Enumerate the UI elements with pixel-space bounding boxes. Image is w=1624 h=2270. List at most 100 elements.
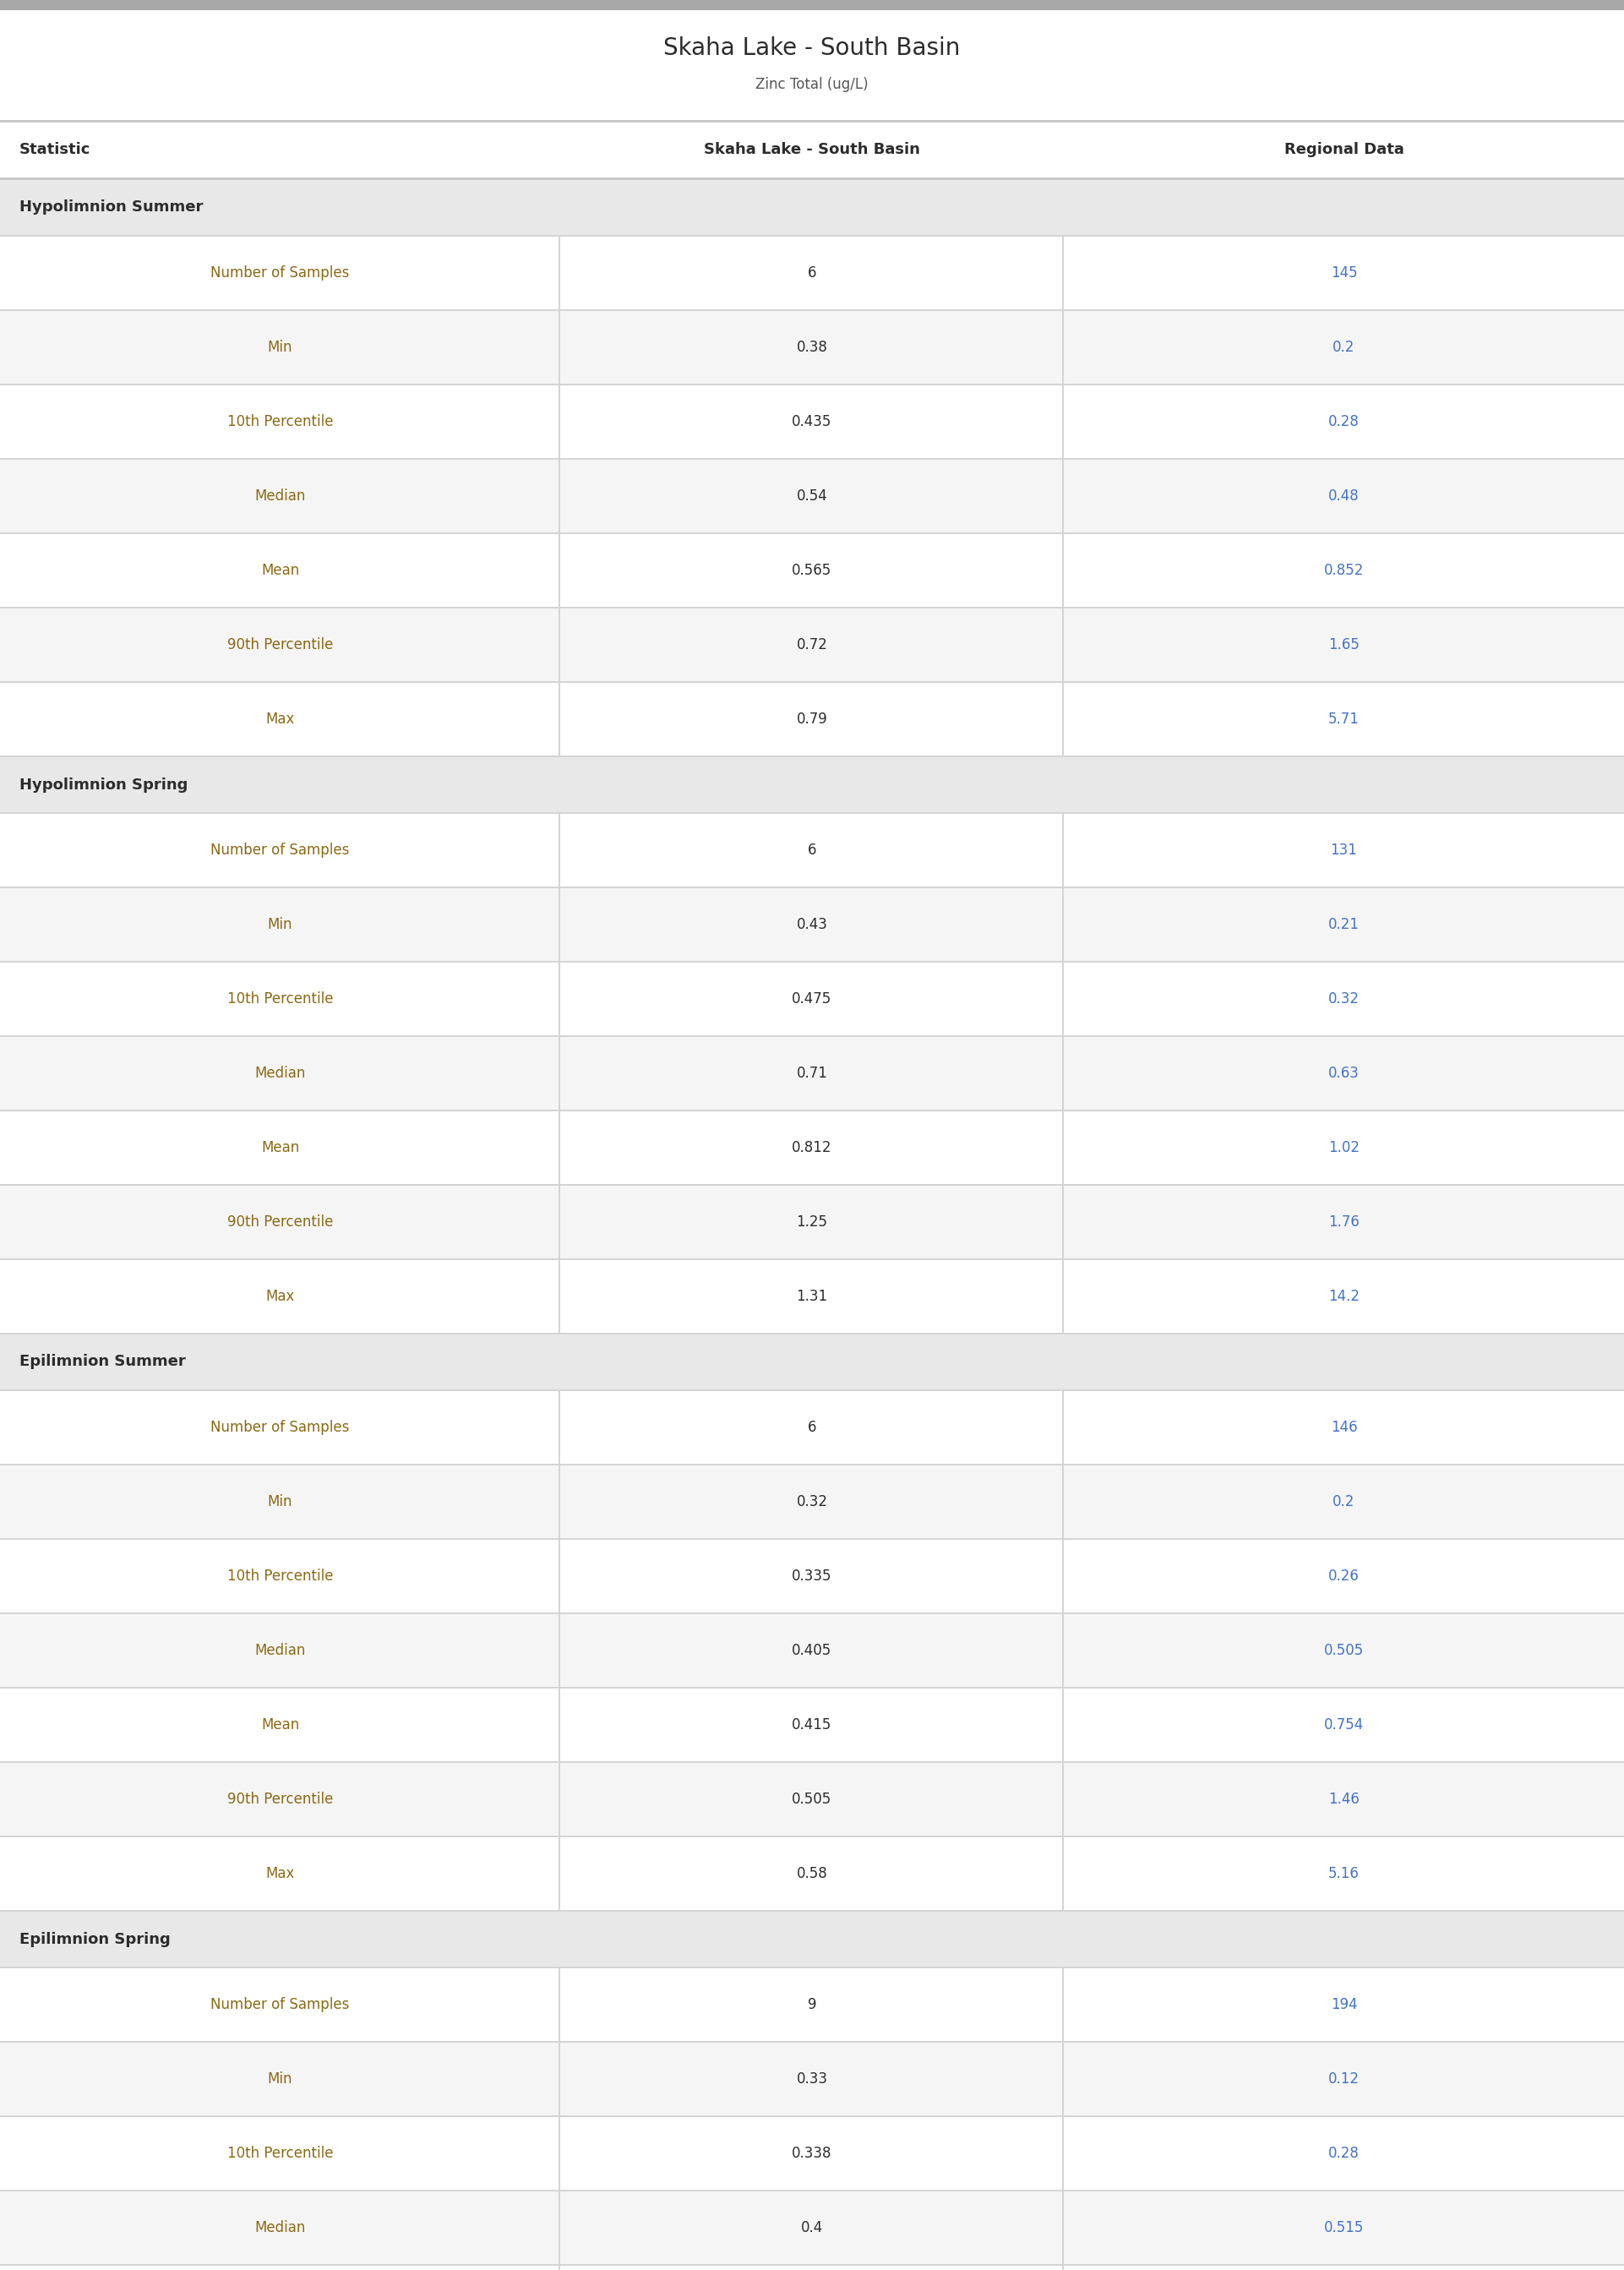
Text: 9: 9 xyxy=(807,1998,817,2011)
Bar xyxy=(559,888,560,960)
Bar xyxy=(1062,1037,1064,1110)
Bar xyxy=(0,533,1624,606)
Text: Min: Min xyxy=(268,1494,292,1510)
Bar xyxy=(559,815,560,888)
Text: 6: 6 xyxy=(807,1419,817,1435)
Text: 10th Percentile: 10th Percentile xyxy=(227,992,333,1006)
Text: Min: Min xyxy=(268,340,292,354)
Bar xyxy=(0,815,1624,888)
Bar xyxy=(0,608,1624,681)
Text: 0.4: 0.4 xyxy=(801,2220,823,2236)
Text: 5.16: 5.16 xyxy=(1328,1866,1359,1882)
Bar xyxy=(559,1836,560,1909)
Bar xyxy=(0,1614,1624,1687)
Text: Hypolimnion Spring: Hypolimnion Spring xyxy=(19,776,188,792)
Text: Median: Median xyxy=(255,1643,305,1657)
Text: 0.12: 0.12 xyxy=(1328,2073,1359,2086)
Bar xyxy=(559,1968,560,2041)
Text: 0.515: 0.515 xyxy=(1324,2220,1364,2236)
Text: 0.565: 0.565 xyxy=(793,563,831,579)
Text: 0.812: 0.812 xyxy=(793,1140,831,1155)
Text: Statistic: Statistic xyxy=(19,143,91,157)
Text: 0.338: 0.338 xyxy=(793,2145,831,2161)
Bar xyxy=(0,461,1624,533)
Text: 0.58: 0.58 xyxy=(796,1866,828,1882)
Text: 5.71: 5.71 xyxy=(1328,711,1359,726)
Bar xyxy=(1062,1764,1064,1836)
Bar xyxy=(559,236,560,309)
Bar xyxy=(0,1112,1624,1185)
Bar xyxy=(1062,1539,1064,1612)
Text: 0.2: 0.2 xyxy=(1333,1494,1354,1510)
Bar xyxy=(1062,683,1064,756)
Text: 0.28: 0.28 xyxy=(1328,2145,1359,2161)
Bar xyxy=(0,2118,1624,2191)
Text: Median: Median xyxy=(255,2220,305,2236)
Bar xyxy=(559,533,560,606)
Bar xyxy=(1062,2191,1064,2263)
Text: Epilimnion Summer: Epilimnion Summer xyxy=(19,1355,185,1369)
Text: 0.72: 0.72 xyxy=(796,638,828,651)
Bar xyxy=(0,179,1624,234)
Text: 0.33: 0.33 xyxy=(796,2073,828,2086)
Bar xyxy=(1062,311,1064,384)
Text: 194: 194 xyxy=(1330,1998,1358,2011)
Bar xyxy=(0,683,1624,756)
Text: Mean: Mean xyxy=(261,563,299,579)
Text: Max: Max xyxy=(266,1866,294,1882)
Text: 10th Percentile: 10th Percentile xyxy=(227,413,333,429)
Text: 0.415: 0.415 xyxy=(793,1718,831,1732)
Bar xyxy=(559,1037,560,1110)
Bar xyxy=(1062,236,1064,309)
Bar xyxy=(0,1836,1624,1909)
Text: 1.65: 1.65 xyxy=(1328,638,1359,651)
Bar xyxy=(559,2191,560,2263)
Bar xyxy=(0,2043,1624,2116)
Bar xyxy=(559,461,560,533)
Text: 1.02: 1.02 xyxy=(1328,1140,1359,1155)
Text: Hypolimnion Summer: Hypolimnion Summer xyxy=(19,200,203,216)
Text: Skaha Lake - South Basin: Skaha Lake - South Basin xyxy=(664,36,960,59)
Bar xyxy=(1062,2118,1064,2191)
Text: 1.25: 1.25 xyxy=(796,1214,828,1230)
Text: Mean: Mean xyxy=(261,1140,299,1155)
Bar xyxy=(1062,1112,1064,1185)
Text: Number of Samples: Number of Samples xyxy=(211,266,349,281)
Bar xyxy=(0,0,1624,9)
Text: 0.28: 0.28 xyxy=(1328,413,1359,429)
Text: 0.505: 0.505 xyxy=(1324,1643,1364,1657)
Text: 90th Percentile: 90th Percentile xyxy=(227,1214,333,1230)
Bar xyxy=(0,1185,1624,1258)
Bar xyxy=(559,2043,560,2116)
Bar xyxy=(0,1392,1624,1464)
Bar xyxy=(559,1764,560,1836)
Bar xyxy=(559,1185,560,1258)
Bar xyxy=(1062,1466,1064,1539)
Text: 146: 146 xyxy=(1330,1419,1358,1435)
Text: 0.43: 0.43 xyxy=(796,917,828,933)
Text: 0.71: 0.71 xyxy=(796,1065,828,1081)
Text: Max: Max xyxy=(266,711,294,726)
Text: 10th Percentile: 10th Percentile xyxy=(227,1569,333,1584)
Text: 0.852: 0.852 xyxy=(1324,563,1364,579)
Text: Number of Samples: Number of Samples xyxy=(211,1419,349,1435)
Text: 0.475: 0.475 xyxy=(793,992,831,1006)
Bar xyxy=(1062,1968,1064,2041)
Bar xyxy=(0,120,1624,123)
Text: 0.26: 0.26 xyxy=(1328,1569,1359,1584)
Bar xyxy=(1062,386,1064,459)
Text: 0.54: 0.54 xyxy=(796,488,828,504)
Bar xyxy=(0,1764,1624,1836)
Text: 0.405: 0.405 xyxy=(793,1643,831,1657)
Text: 0.48: 0.48 xyxy=(1328,488,1359,504)
Text: 6: 6 xyxy=(807,266,817,281)
Text: 0.21: 0.21 xyxy=(1328,917,1359,933)
Bar xyxy=(559,386,560,459)
Text: Min: Min xyxy=(268,2073,292,2086)
Bar xyxy=(1062,608,1064,681)
Bar xyxy=(559,683,560,756)
Text: Regional Data: Regional Data xyxy=(1285,143,1403,157)
Text: 145: 145 xyxy=(1330,266,1358,281)
Text: 6: 6 xyxy=(807,842,817,858)
Bar xyxy=(0,758,1624,813)
